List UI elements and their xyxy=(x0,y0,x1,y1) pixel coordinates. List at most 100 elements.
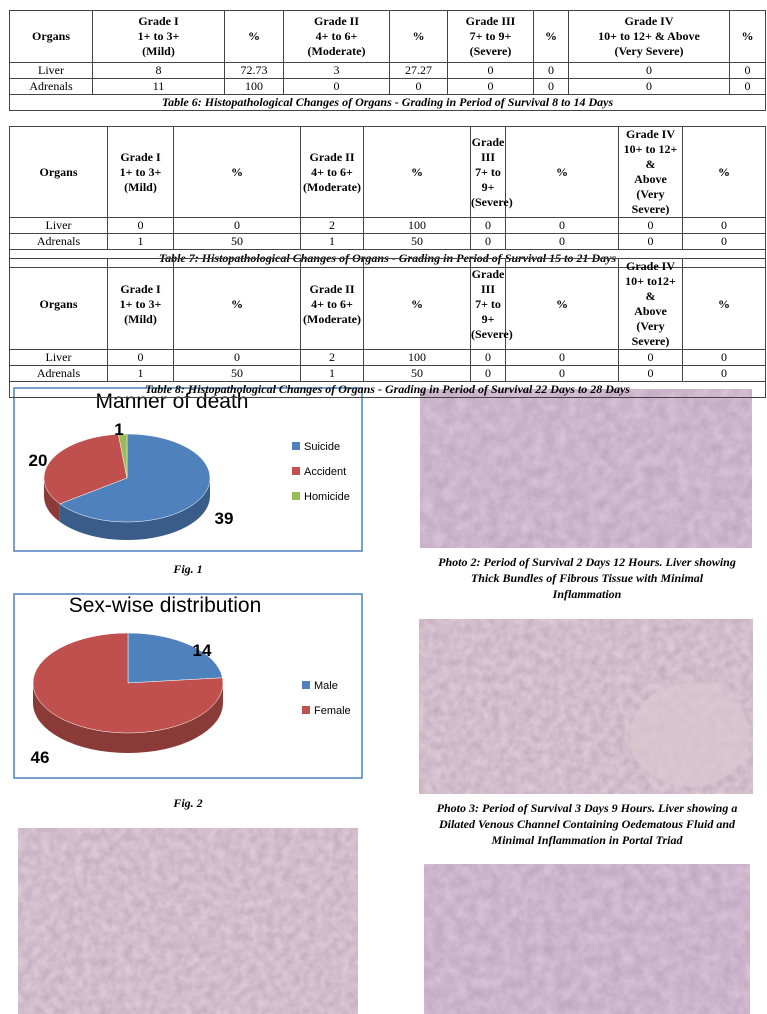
header-cell: Grade I 1+ to 3+ (Mild) xyxy=(92,10,225,63)
header-cell: Grade II 4+ to 6+ (Moderate) xyxy=(300,258,364,350)
cell: Liver xyxy=(9,217,108,234)
cell: 0 xyxy=(618,365,683,382)
data-label: 46 xyxy=(31,748,50,767)
caption-line: Dilated Venous Channel Containing Oedema… xyxy=(438,817,736,831)
cell: 100 xyxy=(363,349,471,366)
cell: 0 xyxy=(505,233,619,250)
photo-detail xyxy=(630,683,750,787)
table: Organs Grade I 1+ to 3+ (Mild)% Grade II 4+ t… xyxy=(9,258,766,398)
cell: 0 xyxy=(447,62,534,79)
photo xyxy=(18,828,358,1014)
header-line: 4+ to 6+ xyxy=(315,29,358,43)
cell: 100 xyxy=(224,78,284,95)
caption-row: Table 8: Histopathological Changes of Or… xyxy=(9,381,766,398)
header-line: (Very Severe) xyxy=(614,44,684,58)
header-cell: Organs xyxy=(9,126,108,218)
cell: 1 xyxy=(107,233,174,250)
header-line: % xyxy=(411,164,423,179)
header-cell: % xyxy=(682,126,766,218)
header-cell: Grade I 1+ to 3+ (Mild) xyxy=(107,126,174,218)
cell: 0 xyxy=(173,217,301,234)
figure-title: Sex-wise distribution xyxy=(69,594,262,617)
cell: 50 xyxy=(363,233,471,250)
cell: 0 xyxy=(533,62,569,79)
cell: 0 xyxy=(618,349,683,366)
table-caption: Table 8: Histopathological Changes of Or… xyxy=(9,381,766,398)
header-line: Above xyxy=(634,172,667,186)
cell: 0 xyxy=(618,217,683,234)
cell: 11 xyxy=(92,78,225,95)
header-cell: Grade II 4+ to 6+ (Moderate) xyxy=(300,126,364,218)
cell: 0 xyxy=(618,233,683,250)
header-cell: Grade III 7+ to 9+ (Severe) xyxy=(470,258,513,350)
legend-swatch xyxy=(292,467,300,475)
header-line: % xyxy=(545,29,557,43)
header-line: (Mild) xyxy=(124,179,157,194)
cell: 0 xyxy=(533,78,569,95)
cell: 0 xyxy=(389,78,448,95)
header-cell: % xyxy=(505,126,619,218)
header-line: (Moderate) xyxy=(307,44,366,58)
header-line: Grade IV xyxy=(626,259,675,273)
header-cell: % xyxy=(173,126,301,218)
header-line: Grade I xyxy=(138,14,179,28)
header-cell: % xyxy=(363,126,471,218)
cell: 0 xyxy=(470,349,506,366)
header-line: Grade I xyxy=(120,149,161,164)
header-line: Grade III xyxy=(471,266,505,296)
header-line: 7+ to 9+ xyxy=(469,29,512,43)
header-line: Grade I xyxy=(120,281,161,296)
header-line: (Moderate) xyxy=(303,311,361,326)
header-line: Grade IV xyxy=(624,14,674,28)
cell: Adrenals xyxy=(9,233,108,250)
header-line: 1+ to 3+ xyxy=(137,29,180,43)
header-line: Grade III xyxy=(471,134,505,164)
header-cell: Grade IV 10+ to 12+ & Above (Very Severe) xyxy=(568,10,730,63)
row: Adrenals 11 100 0 0 0 0 0 0 xyxy=(9,78,766,95)
cell: 0 xyxy=(470,365,506,382)
cell: 1 xyxy=(107,365,174,382)
cell: 0 xyxy=(107,349,174,366)
cell: 0 xyxy=(729,62,766,79)
cell: 0 xyxy=(107,217,174,234)
cell: 0 xyxy=(682,365,766,382)
figure-caption: Fig. 2 xyxy=(173,796,203,810)
data-label: 39 xyxy=(215,509,234,528)
header-line: (Severe) xyxy=(471,326,513,341)
row: Adrenals 1 50 1 50 0 0 0 0 xyxy=(9,365,766,382)
table-caption: Table 6: Histopathological Changes of Or… xyxy=(9,94,766,111)
legend-label: Female xyxy=(314,705,351,717)
header-line: % xyxy=(556,164,568,179)
header-line: Grade II xyxy=(309,149,355,164)
legend-label: Accident xyxy=(304,466,346,478)
legend-label: Homicide xyxy=(304,491,350,503)
cell: 0 xyxy=(568,62,730,79)
pie-slice xyxy=(32,632,224,734)
header-line: 10+ to 12+ & Above xyxy=(598,29,700,43)
header-line: 1+ to 3+ xyxy=(119,296,162,311)
legend-label: Suicide xyxy=(304,441,340,453)
cell: 0 xyxy=(173,349,301,366)
caption-line: Thick Bundles of Fibrous Tissue with Min… xyxy=(470,571,704,585)
header-cell: Grade I 1+ to 3+ (Mild) xyxy=(107,258,174,350)
cell: 27.27 xyxy=(389,62,448,79)
header-line: Grade II xyxy=(309,281,355,296)
header-cell: Organs xyxy=(9,10,93,63)
header-row: Organs Grade I 1+ to 3+ (Mild)% Grade II 4+ t… xyxy=(9,10,766,63)
header-cell: % xyxy=(389,10,448,63)
table: Organs Grade I 1+ to 3+ (Mild)% Grade II 4+ t… xyxy=(9,126,766,268)
header-cell: Grade IV 10+ to12+ & Above (Very Severe) xyxy=(618,258,683,350)
data-label: 1 xyxy=(114,420,123,439)
data-label: 20 xyxy=(29,451,48,470)
cell: 0 xyxy=(470,217,506,234)
header-line: Organs xyxy=(39,296,78,311)
legend-swatch xyxy=(292,492,300,500)
header-row: Organs Grade I 1+ to 3+ (Mild)% Grade II 4+ t… xyxy=(9,258,766,350)
cell: 8 xyxy=(92,62,225,79)
header-cell: % xyxy=(682,258,766,350)
header-line: 7+ to 9+ xyxy=(475,164,501,194)
cell: Liver xyxy=(9,62,93,79)
cell: 2 xyxy=(300,217,364,234)
header-line: 10+ to 12+ & xyxy=(623,142,678,171)
